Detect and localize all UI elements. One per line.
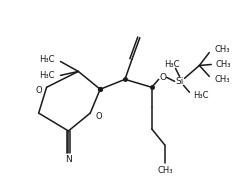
Text: Si: Si (175, 77, 184, 86)
Text: O: O (159, 73, 166, 82)
Text: H₃C: H₃C (194, 91, 209, 100)
Text: H₃C: H₃C (164, 60, 179, 69)
Text: O: O (35, 86, 42, 95)
Text: N: N (65, 155, 72, 164)
Text: H₃C: H₃C (39, 71, 54, 80)
Text: CH₃: CH₃ (214, 45, 230, 54)
Text: H₃C: H₃C (39, 55, 54, 64)
Text: O: O (95, 112, 102, 121)
Text: CH₃: CH₃ (158, 166, 173, 175)
Text: CH₃: CH₃ (214, 75, 230, 84)
Text: CH₃: CH₃ (215, 60, 231, 69)
